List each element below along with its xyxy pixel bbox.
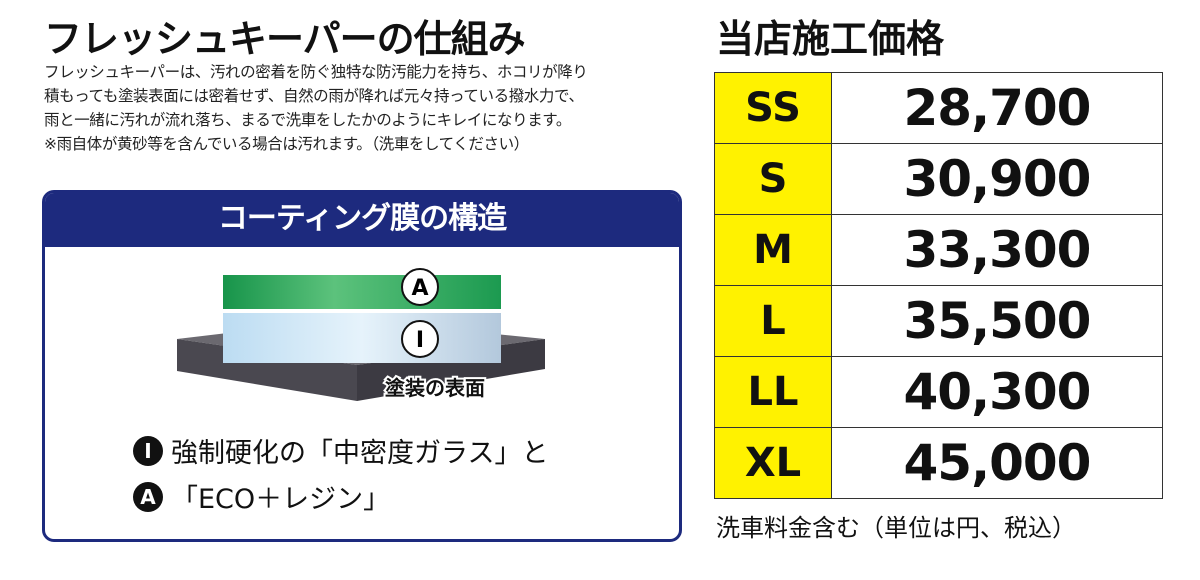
svg-text:I: I [416,328,424,353]
description-line: フレッシュキーパーは、汚れの密着を防ぐ独特な防汚能力を持ち、ホコリが降り [44,63,588,81]
price-table: SS 28,700 S 30,900 M 33,300 L 35,500 LL 40,30… [714,72,1163,499]
price-note: 洗車料金含む（単位は円、税込） [716,514,1076,542]
price-cell: 35,500 [831,285,1163,357]
size-cell: LL [714,356,832,428]
description-line: ※雨自体が黄砂等を含んでいる場合は汚れます。（洗車をしてください） [44,135,529,153]
price-cell: 28,700 [831,72,1163,144]
i-marker-icon: I [133,435,163,466]
price-cell: 40,300 [831,356,1163,428]
table-row: XL 45,000 [714,427,1163,499]
table-row: LL 40,300 [714,356,1163,428]
description: フレッシュキーパーは、汚れの密着を防ぐ独特な防汚能力を持ち、ホコリが降り 積もっ… [44,60,588,156]
size-cell: SS [714,72,832,144]
structure-panel: コーティング膜の構造 A I 塗装の表面 I 強制硬化の「中密度ガラス」と A … [42,190,682,542]
price-title: 当店施工価格 [716,17,945,61]
description-line: 雨と一緒に汚れが流れ落ち、まるで洗車をしたかのようにキレイになります。 [44,111,571,129]
legend-item: A 「ECO＋レジン」 [133,477,390,516]
size-cell: L [714,285,832,357]
price-cell: 30,900 [831,143,1163,215]
legend-text: 強制硬化の「中密度ガラス」と [171,438,549,469]
description-line: 積もっても塗装表面には密着せず、自然の雨が降れば元々持っている撥水力で、 [44,87,584,105]
a-marker-icon: A [133,481,163,512]
table-row: S 30,900 [714,143,1163,215]
resin-layer [223,275,501,309]
legend-item: I 強制硬化の「中密度ガラス」と [133,431,548,470]
layer-i-marker: I [401,320,439,358]
price-cell: 33,300 [831,214,1163,286]
table-row: L 35,500 [714,285,1163,357]
price-cell: 45,000 [831,427,1163,499]
size-cell: S [714,143,832,215]
size-cell: XL [714,427,832,499]
table-row: M 33,300 [714,214,1163,286]
glass-layer [223,313,501,363]
layer-a-marker: A [401,268,439,306]
legend-text: 「ECO＋レジン」 [171,484,391,515]
coating-diagram: A I 塗装の表面 [177,268,545,402]
surface-label: 塗装の表面 [385,376,485,400]
page-title: フレッシュキーパーの仕組み [44,17,526,61]
table-row: SS 28,700 [714,72,1163,144]
svg-text:A: A [411,276,428,301]
size-cell: M [714,214,832,286]
structure-heading: コーティング膜の構造 [45,193,679,247]
